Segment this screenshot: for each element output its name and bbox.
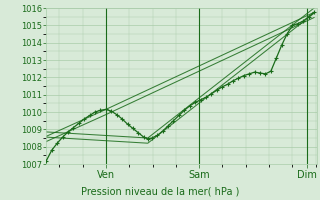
Text: Pression niveau de la mer( hPa ): Pression niveau de la mer( hPa )	[81, 186, 239, 196]
